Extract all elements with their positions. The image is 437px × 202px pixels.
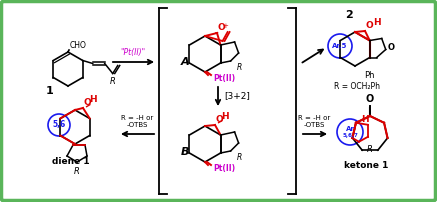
Text: Ar: Ar bbox=[346, 126, 354, 132]
Text: O: O bbox=[83, 98, 91, 107]
Text: ketone 1: ketone 1 bbox=[344, 162, 388, 170]
Text: Pt(II): Pt(II) bbox=[213, 164, 235, 174]
Text: R: R bbox=[367, 145, 373, 154]
Text: R: R bbox=[74, 167, 80, 176]
Text: O: O bbox=[366, 21, 374, 30]
Text: 5,6: 5,6 bbox=[52, 121, 66, 129]
Text: O: O bbox=[388, 43, 395, 52]
Text: R = -H or
-OTBS: R = -H or -OTBS bbox=[121, 115, 153, 128]
Text: CHO: CHO bbox=[70, 41, 87, 50]
Text: +: + bbox=[222, 23, 229, 29]
Text: H: H bbox=[89, 95, 97, 104]
Text: Ar,5: Ar,5 bbox=[332, 43, 348, 49]
Text: Pt(II): Pt(II) bbox=[213, 75, 235, 83]
Text: H: H bbox=[221, 112, 229, 121]
Text: B: B bbox=[181, 147, 189, 157]
Text: O: O bbox=[215, 115, 223, 124]
Text: diene 1: diene 1 bbox=[52, 157, 90, 165]
Text: O: O bbox=[366, 94, 374, 104]
Text: A: A bbox=[180, 57, 189, 67]
Text: O: O bbox=[218, 23, 226, 32]
Text: [3+2]: [3+2] bbox=[224, 92, 250, 101]
Text: H: H bbox=[361, 115, 368, 124]
Text: 1: 1 bbox=[46, 86, 54, 96]
Text: Ph: Ph bbox=[364, 71, 374, 80]
Text: "Pt(II)": "Pt(II)" bbox=[121, 48, 146, 57]
Text: ─: ─ bbox=[214, 31, 217, 36]
Text: R = -H or
-OTBS: R = -H or -OTBS bbox=[298, 115, 330, 128]
Text: 2: 2 bbox=[345, 10, 353, 20]
Text: R: R bbox=[237, 63, 242, 72]
Text: 5,6,7: 5,6,7 bbox=[342, 133, 358, 138]
Text: R: R bbox=[237, 153, 242, 162]
Text: R: R bbox=[110, 78, 116, 86]
Text: H: H bbox=[373, 18, 381, 27]
Text: R = OCH₂Ph: R = OCH₂Ph bbox=[334, 82, 380, 91]
